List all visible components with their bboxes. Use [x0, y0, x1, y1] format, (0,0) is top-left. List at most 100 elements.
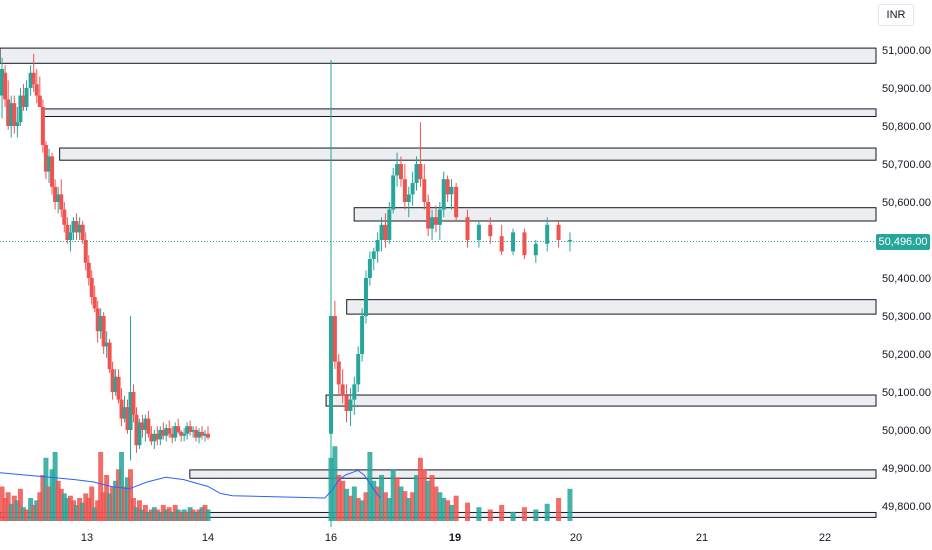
candle	[360, 308, 365, 362]
volume-bar	[127, 469, 133, 521]
candle	[107, 338, 112, 373]
volume-bar	[80, 502, 86, 521]
candle-body	[422, 179, 427, 202]
price-tick-label: 49,900.00	[882, 463, 931, 475]
price-tick-label: 49,800.00	[882, 501, 931, 513]
volume-bar	[332, 446, 338, 521]
candle	[356, 346, 361, 392]
volume-bar	[336, 475, 342, 521]
candle-body	[137, 422, 142, 446]
candle	[167, 420, 172, 438]
candle-body	[119, 399, 124, 419]
candle-body	[164, 428, 169, 436]
candle	[131, 384, 136, 423]
candle-body	[344, 395, 349, 411]
price-tick-label: 50,700.00	[882, 159, 931, 171]
price-tick-label: 51,000.00	[882, 45, 931, 57]
candle-body	[89, 278, 94, 297]
price-axis[interactable]: 51,000.00 50,900.00 50,800.00 50,700.00 50,6…	[882, 45, 931, 513]
candle	[344, 384, 349, 423]
candle	[0, 57, 5, 119]
candle-body	[426, 202, 431, 229]
candle-body	[367, 259, 372, 278]
candle-body	[414, 164, 419, 183]
candle-body	[402, 179, 407, 202]
zone-box	[189, 469, 877, 479]
candle	[149, 426, 154, 446]
candle-body	[21, 95, 26, 107]
volume-bar	[116, 469, 122, 521]
candle	[116, 369, 121, 404]
candle	[445, 175, 450, 202]
volume-bar	[351, 486, 357, 521]
candle	[545, 217, 550, 252]
candle-body	[200, 431, 205, 436]
candle	[522, 228, 527, 259]
volume-bar	[453, 495, 459, 521]
candle-body	[176, 426, 181, 432]
volume-bar	[0, 486, 5, 521]
price-tick-label: 50,300.00	[882, 311, 931, 323]
candle-body	[155, 433, 160, 440]
candle	[332, 300, 337, 370]
candle-body	[152, 433, 157, 442]
candle	[65, 217, 70, 244]
candle-body	[449, 186, 454, 195]
price-tick-label: 50,400.00	[882, 273, 931, 285]
candle	[367, 251, 372, 286]
volume-bar	[386, 498, 392, 521]
candle-body	[9, 103, 14, 126]
candle	[6, 80, 11, 130]
candle-body	[65, 224, 70, 240]
volume-bar	[340, 480, 346, 521]
candle	[56, 186, 61, 214]
candle-body	[360, 316, 365, 354]
candle	[128, 316, 133, 461]
volume-bar	[107, 493, 113, 521]
volume-bar	[398, 486, 404, 521]
candle	[340, 369, 345, 404]
candle-body	[454, 186, 459, 218]
volume-bar	[64, 498, 70, 521]
volume-bar	[24, 509, 30, 521]
candle	[533, 240, 538, 263]
candle	[68, 224, 73, 252]
candle	[31, 53, 36, 92]
volume-bar	[130, 498, 136, 521]
volume-bar	[476, 507, 482, 521]
candle	[188, 420, 193, 436]
candle	[352, 376, 357, 415]
candle-body	[80, 224, 85, 240]
candle	[77, 217, 82, 240]
candle	[402, 164, 407, 210]
candle	[398, 156, 403, 187]
candle-body	[116, 376, 121, 400]
candle-body	[188, 426, 193, 432]
candle-body	[18, 95, 23, 123]
time-axis[interactable]: 13 14 16 19 20 21 22	[81, 532, 831, 544]
candle-body	[387, 209, 392, 240]
volume-bar	[429, 475, 435, 521]
candle-body	[185, 426, 190, 434]
zone-box	[346, 299, 877, 315]
volume-bar	[190, 509, 196, 521]
currency-selector[interactable]: INR	[878, 4, 914, 26]
date-tick-label: 21	[696, 532, 708, 544]
zone-box	[43, 108, 877, 118]
candle-body	[128, 392, 133, 430]
price-tick-label: 50,900.00	[882, 83, 931, 95]
candle-body	[363, 278, 368, 316]
volume-bar	[139, 509, 145, 521]
candle-body	[6, 99, 11, 126]
candle	[37, 76, 42, 107]
candle-body	[77, 224, 82, 233]
volume-bar	[5, 492, 11, 521]
volume-bar	[55, 480, 61, 521]
date-tick-label: 16	[325, 532, 337, 544]
candle-body	[37, 95, 42, 107]
candle-body	[143, 418, 148, 430]
volume-bar	[151, 507, 157, 521]
price-tick-label: 50,100.00	[882, 387, 931, 399]
volume-bar	[119, 452, 125, 521]
